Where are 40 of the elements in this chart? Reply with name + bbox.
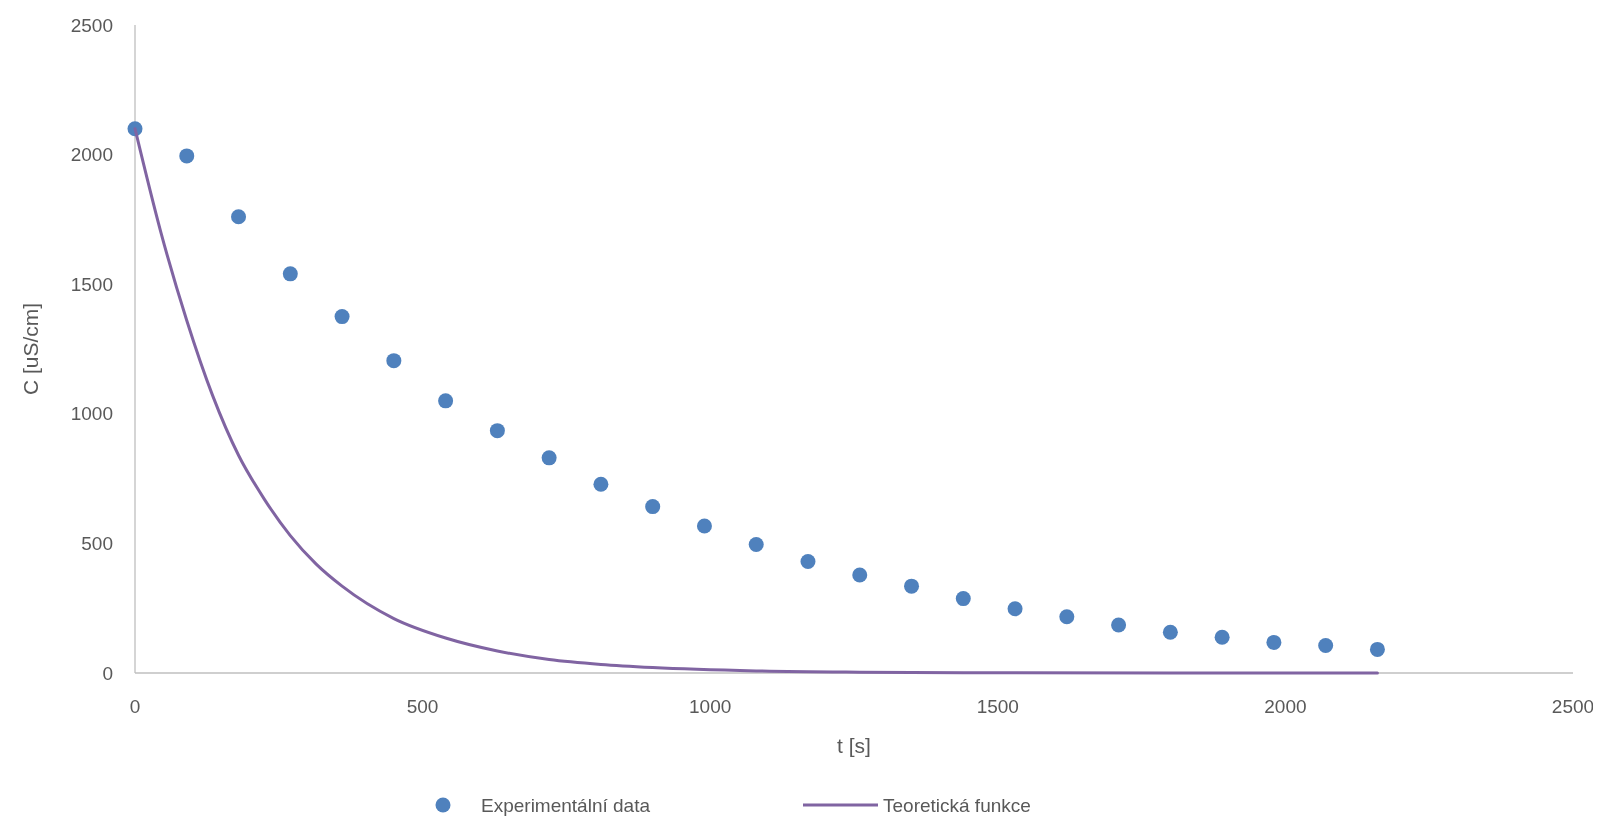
point xyxy=(955,591,971,607)
point xyxy=(800,554,816,570)
y-tick-label: 1500 xyxy=(70,273,113,295)
point xyxy=(696,518,712,534)
x-tick-label: 1000 xyxy=(689,696,732,717)
y-tick-label: 1000 xyxy=(70,403,113,425)
point xyxy=(489,423,505,439)
y-tick-label: 0 xyxy=(102,662,113,684)
point xyxy=(282,266,298,282)
y-tick-label: 2500 xyxy=(70,14,113,36)
x-tick-label: 0 xyxy=(129,696,141,717)
x-axis-title: t [s] xyxy=(837,734,871,757)
y-tick-label: 2000 xyxy=(70,144,113,166)
point xyxy=(904,578,920,594)
point xyxy=(1007,601,1023,617)
point xyxy=(1162,624,1178,640)
point xyxy=(1059,609,1075,625)
point xyxy=(179,148,195,164)
x-tick-label: 2500 xyxy=(1551,696,1595,717)
x-tick-label: 500 xyxy=(406,696,439,717)
y-axis-title: C [uS/cm] xyxy=(19,302,42,396)
point xyxy=(645,499,661,515)
point xyxy=(1369,641,1385,657)
legend-label: Teoretická funkce xyxy=(883,794,1031,816)
x-tick-label: 1500 xyxy=(976,696,1019,717)
y-tick-label: 500 xyxy=(81,533,113,555)
point xyxy=(541,450,557,466)
point xyxy=(852,567,868,583)
point xyxy=(748,536,764,552)
point xyxy=(386,353,402,369)
x-tick-label: 2000 xyxy=(1264,696,1307,717)
point xyxy=(231,209,247,225)
point xyxy=(1266,634,1282,650)
point xyxy=(593,476,609,492)
point xyxy=(334,309,350,325)
point xyxy=(1318,638,1334,654)
point xyxy=(438,393,454,409)
point xyxy=(1214,629,1230,645)
legend-label: Experimentální data xyxy=(481,794,651,816)
point xyxy=(1111,617,1127,633)
